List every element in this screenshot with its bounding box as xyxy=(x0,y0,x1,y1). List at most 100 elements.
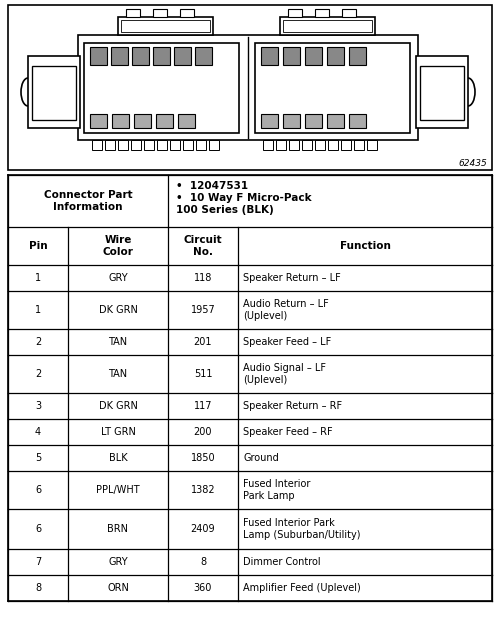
Bar xyxy=(178,114,195,128)
Text: 2: 2 xyxy=(35,369,41,379)
Text: 62435: 62435 xyxy=(458,159,487,168)
Bar xyxy=(90,114,107,128)
Bar xyxy=(261,114,278,128)
Text: Connector Part
Information: Connector Part Information xyxy=(44,190,132,212)
Bar xyxy=(105,140,115,150)
Text: GRY: GRY xyxy=(108,557,128,567)
Bar xyxy=(157,140,167,150)
Bar xyxy=(209,140,219,150)
Bar xyxy=(280,17,375,35)
Text: DK GRN: DK GRN xyxy=(98,305,138,315)
Bar xyxy=(315,140,325,150)
Bar xyxy=(8,5,492,170)
Text: DK GRN: DK GRN xyxy=(98,401,138,411)
Bar xyxy=(305,47,322,65)
Text: BRN: BRN xyxy=(108,524,128,534)
Text: 2: 2 xyxy=(35,337,41,347)
Text: Wire
Color: Wire Color xyxy=(102,235,134,257)
Bar xyxy=(134,114,151,128)
Text: 1850: 1850 xyxy=(190,453,216,463)
Bar xyxy=(263,140,273,150)
Bar xyxy=(416,56,468,128)
Bar xyxy=(283,20,372,32)
Text: BLK: BLK xyxy=(108,453,128,463)
Text: Function: Function xyxy=(340,241,390,251)
Bar xyxy=(302,140,312,150)
Text: 1957: 1957 xyxy=(190,305,216,315)
Bar xyxy=(283,47,300,65)
Bar xyxy=(367,140,377,150)
Bar xyxy=(170,140,180,150)
Bar xyxy=(132,47,149,65)
Text: GRY: GRY xyxy=(108,273,128,283)
Bar xyxy=(349,47,366,65)
Text: Fused Interior Park
Lamp (Suburban/Utility): Fused Interior Park Lamp (Suburban/Utili… xyxy=(243,518,360,540)
Bar xyxy=(153,47,170,65)
Bar xyxy=(283,114,300,128)
Bar xyxy=(276,140,286,150)
Text: Audio Return – LF
(Uplevel): Audio Return – LF (Uplevel) xyxy=(243,299,329,321)
Text: LT GRN: LT GRN xyxy=(100,427,136,437)
Text: 118: 118 xyxy=(194,273,212,283)
Bar xyxy=(78,35,418,140)
Text: Speaker Feed – RF: Speaker Feed – RF xyxy=(243,427,332,437)
Bar xyxy=(118,17,213,35)
Text: Ground: Ground xyxy=(243,453,279,463)
Bar xyxy=(288,9,302,17)
Text: 360: 360 xyxy=(194,583,212,593)
Bar xyxy=(118,140,128,150)
Bar xyxy=(328,140,338,150)
Text: Fused Interior
Park Lamp: Fused Interior Park Lamp xyxy=(243,479,310,501)
Text: Speaker Return – RF: Speaker Return – RF xyxy=(243,401,342,411)
Bar xyxy=(156,114,173,128)
Bar xyxy=(84,43,239,133)
Text: Amplifier Feed (Uplevel): Amplifier Feed (Uplevel) xyxy=(243,583,361,593)
Text: 1382: 1382 xyxy=(190,485,216,495)
Text: Pin: Pin xyxy=(28,241,48,251)
Bar xyxy=(180,9,194,17)
Bar xyxy=(92,140,102,150)
Text: 511: 511 xyxy=(194,369,212,379)
Text: 5: 5 xyxy=(35,453,41,463)
Text: Speaker Return – LF: Speaker Return – LF xyxy=(243,273,341,283)
Text: ORN: ORN xyxy=(107,583,129,593)
Text: 1: 1 xyxy=(35,305,41,315)
Bar xyxy=(121,20,210,32)
Bar xyxy=(112,114,129,128)
Text: Speaker Feed – LF: Speaker Feed – LF xyxy=(243,337,331,347)
Bar xyxy=(195,47,212,65)
Bar xyxy=(342,9,356,17)
Bar xyxy=(255,43,410,133)
Bar xyxy=(196,140,206,150)
Bar xyxy=(305,114,322,128)
Text: 7: 7 xyxy=(35,557,41,567)
Bar xyxy=(341,140,351,150)
Text: 2409: 2409 xyxy=(190,524,216,534)
Text: 4: 4 xyxy=(35,427,41,437)
Bar xyxy=(28,56,80,128)
Bar xyxy=(327,114,344,128)
Bar xyxy=(90,47,107,65)
Bar xyxy=(153,9,167,17)
Text: Circuit
No.: Circuit No. xyxy=(184,235,222,257)
Text: TAN: TAN xyxy=(108,369,128,379)
Text: 200: 200 xyxy=(194,427,212,437)
Bar xyxy=(174,47,191,65)
Text: 8: 8 xyxy=(200,557,206,567)
Text: TAN: TAN xyxy=(108,337,128,347)
Text: 6: 6 xyxy=(35,485,41,495)
Text: PPL/WHT: PPL/WHT xyxy=(96,485,140,495)
Text: 1: 1 xyxy=(35,273,41,283)
Text: 201: 201 xyxy=(194,337,212,347)
Bar xyxy=(289,140,299,150)
Text: •  12047531
•  10 Way F Micro-Pack
100 Series (BLK): • 12047531 • 10 Way F Micro-Pack 100 Ser… xyxy=(176,181,312,215)
Text: 8: 8 xyxy=(35,583,41,593)
Text: 6: 6 xyxy=(35,524,41,534)
Bar xyxy=(420,66,464,120)
Bar xyxy=(111,47,128,65)
Text: Dimmer Control: Dimmer Control xyxy=(243,557,320,567)
Bar xyxy=(131,140,141,150)
Text: 3: 3 xyxy=(35,401,41,411)
Bar xyxy=(315,9,329,17)
Text: Audio Signal – LF
(Uplevel): Audio Signal – LF (Uplevel) xyxy=(243,364,326,385)
